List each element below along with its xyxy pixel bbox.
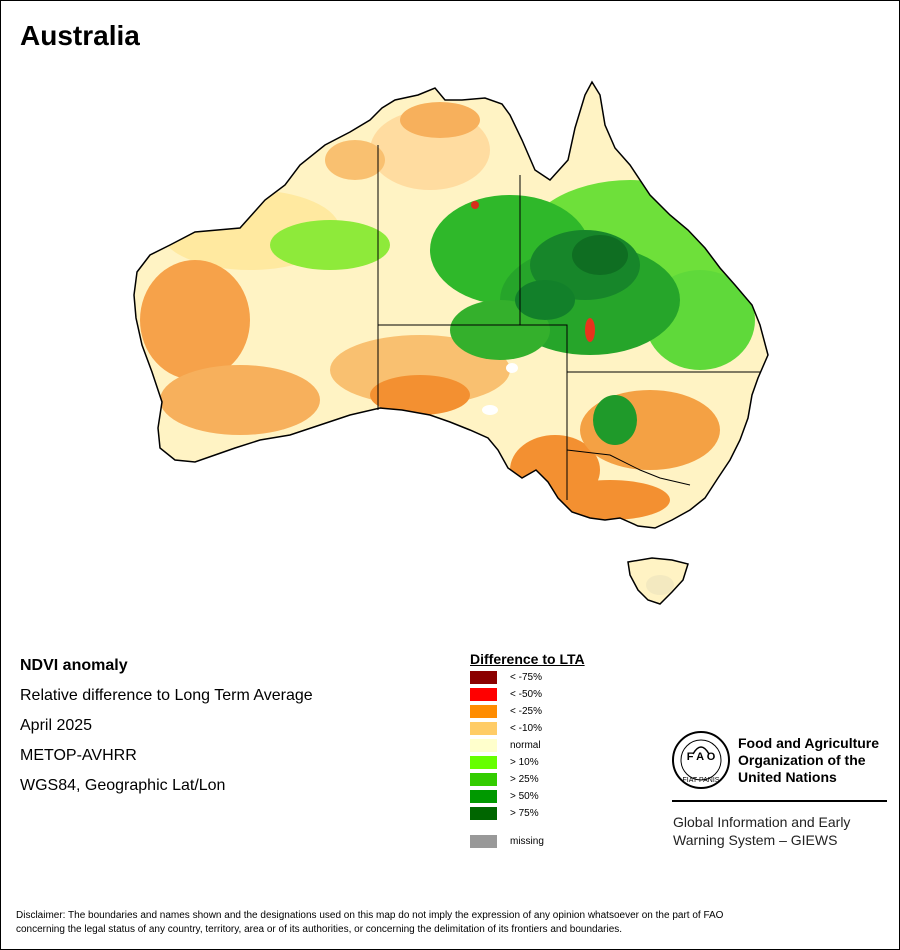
anomaly-regions xyxy=(140,102,755,520)
svg-text:FIAT PANIS: FIAT PANIS xyxy=(683,777,720,784)
product-period: April 2025 xyxy=(20,717,93,734)
legend-swatch xyxy=(470,671,497,684)
ndvi-map xyxy=(133,81,769,605)
disclaimer-line: Disclaimer: The boundaries and names sho… xyxy=(16,910,724,921)
legend-swatch xyxy=(470,756,497,769)
legend-swatch xyxy=(470,835,497,848)
fao-name-line: Organization of the xyxy=(738,752,866,768)
product-description: Relative difference to Long Term Average xyxy=(20,687,313,704)
legend-title: Difference to LTA xyxy=(470,651,585,667)
tasmania-detail xyxy=(646,575,674,595)
legend-swatch xyxy=(470,790,497,803)
product-heading: NDVI anomaly xyxy=(20,657,128,674)
disclaimer-line: concerning the legal status of any count… xyxy=(16,924,623,935)
legend-label: normal xyxy=(510,740,541,751)
legend-label: < -50% xyxy=(510,689,542,700)
legend-label: > 25% xyxy=(510,774,539,785)
legend-label: < -75% xyxy=(510,672,542,683)
fao-name-line: Food and Agriculture xyxy=(738,735,880,751)
legend-label: > 10% xyxy=(510,757,539,768)
giews-line: Warning System – GIEWS xyxy=(673,832,838,848)
legend-swatch xyxy=(470,773,497,786)
legend-swatch xyxy=(470,722,497,735)
fao-name-line: United Nations xyxy=(738,769,837,785)
disclaimer: Disclaimer: The boundaries and names sho… xyxy=(16,909,886,937)
giews-line: Global Information and Early xyxy=(673,814,851,830)
svg-text:F A O: F A O xyxy=(687,751,716,763)
fao-name: Food and Agriculture Organization of the… xyxy=(738,735,879,786)
product-projection: WGS84, Geographic Lat/Lon xyxy=(20,777,226,794)
giews-name: Global Information and Early Warning Sys… xyxy=(673,813,850,849)
legend-swatch xyxy=(470,807,497,820)
legend-swatch xyxy=(470,739,497,752)
legend-swatch xyxy=(470,705,497,718)
map-title: Australia xyxy=(20,20,140,51)
legend-swatch xyxy=(470,688,497,701)
state-boundaries xyxy=(377,145,760,500)
fao-logo-icon: F A O FIAT PANIS xyxy=(672,731,730,789)
legend-label: missing xyxy=(510,836,544,847)
legend-label: > 75% xyxy=(510,808,539,819)
legend-label: < -10% xyxy=(510,723,542,734)
product-sensor: METOP-AVHRR xyxy=(20,747,137,764)
legend-label: < -25% xyxy=(510,706,542,717)
divider xyxy=(672,800,887,802)
legend-label: > 50% xyxy=(510,791,539,802)
